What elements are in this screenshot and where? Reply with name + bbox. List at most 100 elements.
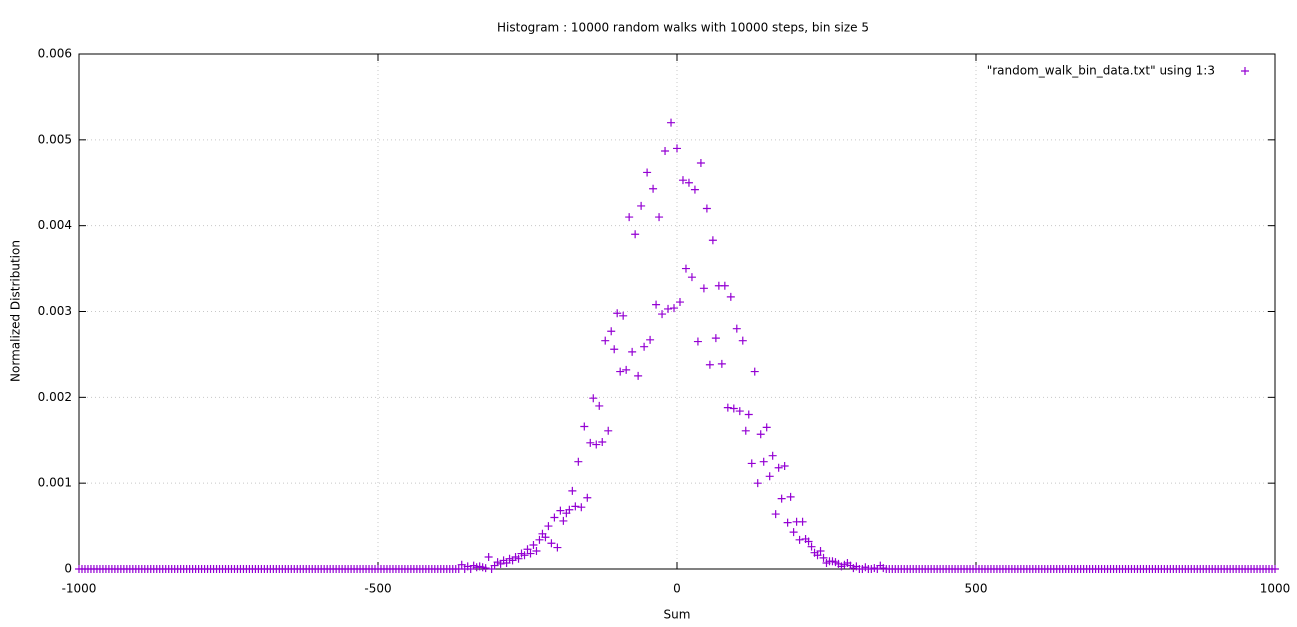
point — [762, 423, 771, 432]
point — [720, 281, 729, 290]
point — [571, 502, 580, 511]
point — [696, 159, 705, 168]
point — [678, 176, 687, 185]
point — [658, 310, 667, 319]
point — [559, 516, 568, 525]
y-axis-label: Normalized Distribution — [9, 240, 23, 382]
point — [661, 146, 670, 155]
y-tick-label: 0.001 — [38, 476, 72, 490]
point — [481, 564, 490, 573]
point — [756, 430, 765, 439]
point — [649, 184, 658, 193]
legend-label: "random_walk_bin_data.txt" using 1:3 — [987, 64, 1215, 78]
x-tick-label: -500 — [364, 582, 391, 596]
point — [625, 213, 634, 222]
point — [526, 549, 535, 558]
chart-title: Histogram : 10000 random walks with 1000… — [497, 21, 869, 35]
point — [664, 304, 673, 313]
x-tick-label: -1000 — [62, 582, 97, 596]
point — [759, 457, 768, 466]
point — [568, 486, 577, 495]
y-tick-label: 0.002 — [38, 390, 72, 404]
point — [613, 309, 622, 318]
point — [592, 440, 601, 449]
point — [673, 144, 681, 153]
point — [765, 472, 774, 481]
legend-marker — [1241, 67, 1249, 75]
point — [753, 479, 762, 488]
point — [574, 457, 583, 466]
point — [622, 365, 631, 374]
point — [819, 553, 828, 562]
point — [601, 336, 610, 345]
point — [514, 554, 523, 563]
point — [777, 494, 786, 503]
point — [702, 204, 711, 213]
point — [741, 426, 750, 435]
y-tick-label: 0.005 — [38, 132, 72, 146]
y-tick-label: 0 — [64, 562, 72, 576]
point — [705, 360, 714, 369]
point — [619, 311, 628, 320]
point — [580, 422, 589, 431]
point — [520, 551, 529, 560]
point — [634, 371, 643, 380]
point — [687, 273, 696, 282]
point — [553, 543, 562, 552]
point — [667, 118, 676, 127]
point — [675, 298, 684, 307]
point — [786, 492, 795, 501]
x-tick-label: 500 — [965, 582, 988, 596]
point — [610, 345, 619, 354]
y-tick-label: 0.003 — [38, 304, 72, 318]
point — [541, 533, 550, 542]
point — [816, 546, 825, 555]
point — [529, 540, 538, 549]
point — [732, 324, 741, 333]
point — [607, 327, 616, 336]
point — [798, 517, 807, 526]
y-tick-label: 0.004 — [38, 218, 72, 232]
point — [717, 359, 726, 368]
point — [523, 545, 532, 554]
point — [744, 410, 753, 419]
point — [684, 178, 693, 187]
point — [771, 510, 780, 519]
point — [652, 300, 661, 309]
x-tick-label: 1000 — [1260, 582, 1291, 596]
y-tick-label: 0.006 — [38, 47, 72, 61]
point — [586, 438, 595, 447]
point — [535, 535, 544, 544]
point — [723, 403, 732, 412]
x-tick-label: 0 — [673, 582, 681, 596]
point — [457, 560, 466, 569]
point — [726, 292, 735, 301]
point — [804, 537, 813, 546]
point — [595, 401, 604, 410]
point — [643, 168, 652, 177]
point — [583, 493, 592, 502]
point — [670, 304, 679, 313]
point — [681, 264, 690, 273]
point — [646, 335, 655, 344]
point — [693, 337, 702, 346]
point — [628, 347, 637, 356]
point — [547, 539, 556, 548]
point — [813, 551, 822, 560]
point — [532, 546, 541, 555]
point — [789, 528, 798, 537]
point — [768, 451, 777, 460]
point — [544, 522, 553, 531]
point — [655, 213, 664, 222]
point — [1271, 565, 1279, 573]
point — [708, 236, 717, 245]
point — [783, 518, 792, 527]
point — [729, 404, 738, 413]
point — [774, 463, 783, 472]
point — [735, 407, 744, 416]
point — [631, 230, 640, 239]
point — [699, 284, 708, 293]
point — [640, 342, 649, 351]
point — [750, 367, 759, 376]
